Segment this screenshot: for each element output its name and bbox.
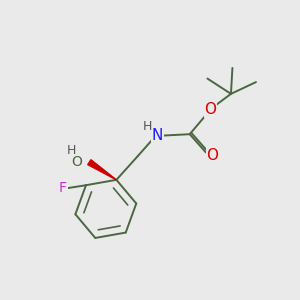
Text: F: F [58, 181, 66, 195]
Text: H: H [142, 120, 152, 133]
Text: H: H [66, 145, 76, 158]
Text: O: O [206, 148, 218, 163]
Polygon shape [88, 160, 116, 180]
Text: O: O [204, 102, 216, 117]
Text: N: N [152, 128, 163, 143]
Text: O: O [71, 154, 82, 169]
